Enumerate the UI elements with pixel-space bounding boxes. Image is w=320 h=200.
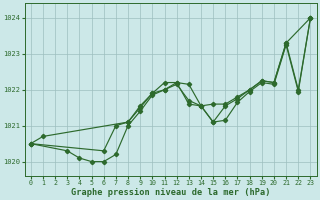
X-axis label: Graphe pression niveau de la mer (hPa): Graphe pression niveau de la mer (hPa) <box>71 188 270 197</box>
